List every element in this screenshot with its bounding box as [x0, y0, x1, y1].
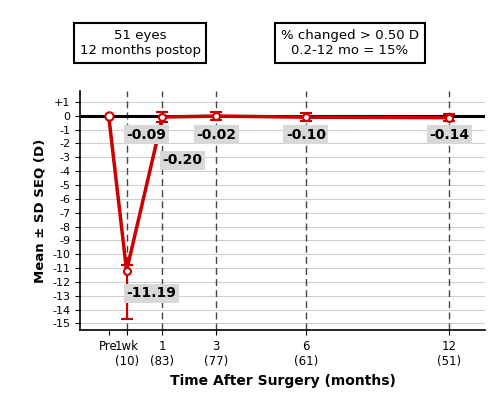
Text: % changed > 0.50 D
0.2-12 mo = 15%: % changed > 0.50 D 0.2-12 mo = 15% — [281, 29, 419, 57]
Text: -0.10: -0.10 — [286, 128, 326, 142]
Text: 51 eyes
12 months postop: 51 eyes 12 months postop — [80, 29, 200, 57]
Text: -0.14: -0.14 — [429, 128, 469, 142]
Text: -0.20: -0.20 — [162, 153, 202, 167]
Text: -11.19: -11.19 — [126, 286, 176, 300]
X-axis label: Time After Surgery (months): Time After Surgery (months) — [170, 374, 396, 388]
Text: -0.02: -0.02 — [196, 128, 236, 142]
Text: -0.09: -0.09 — [126, 128, 166, 142]
Y-axis label: Mean ± SD SEQ (D): Mean ± SD SEQ (D) — [34, 138, 46, 283]
